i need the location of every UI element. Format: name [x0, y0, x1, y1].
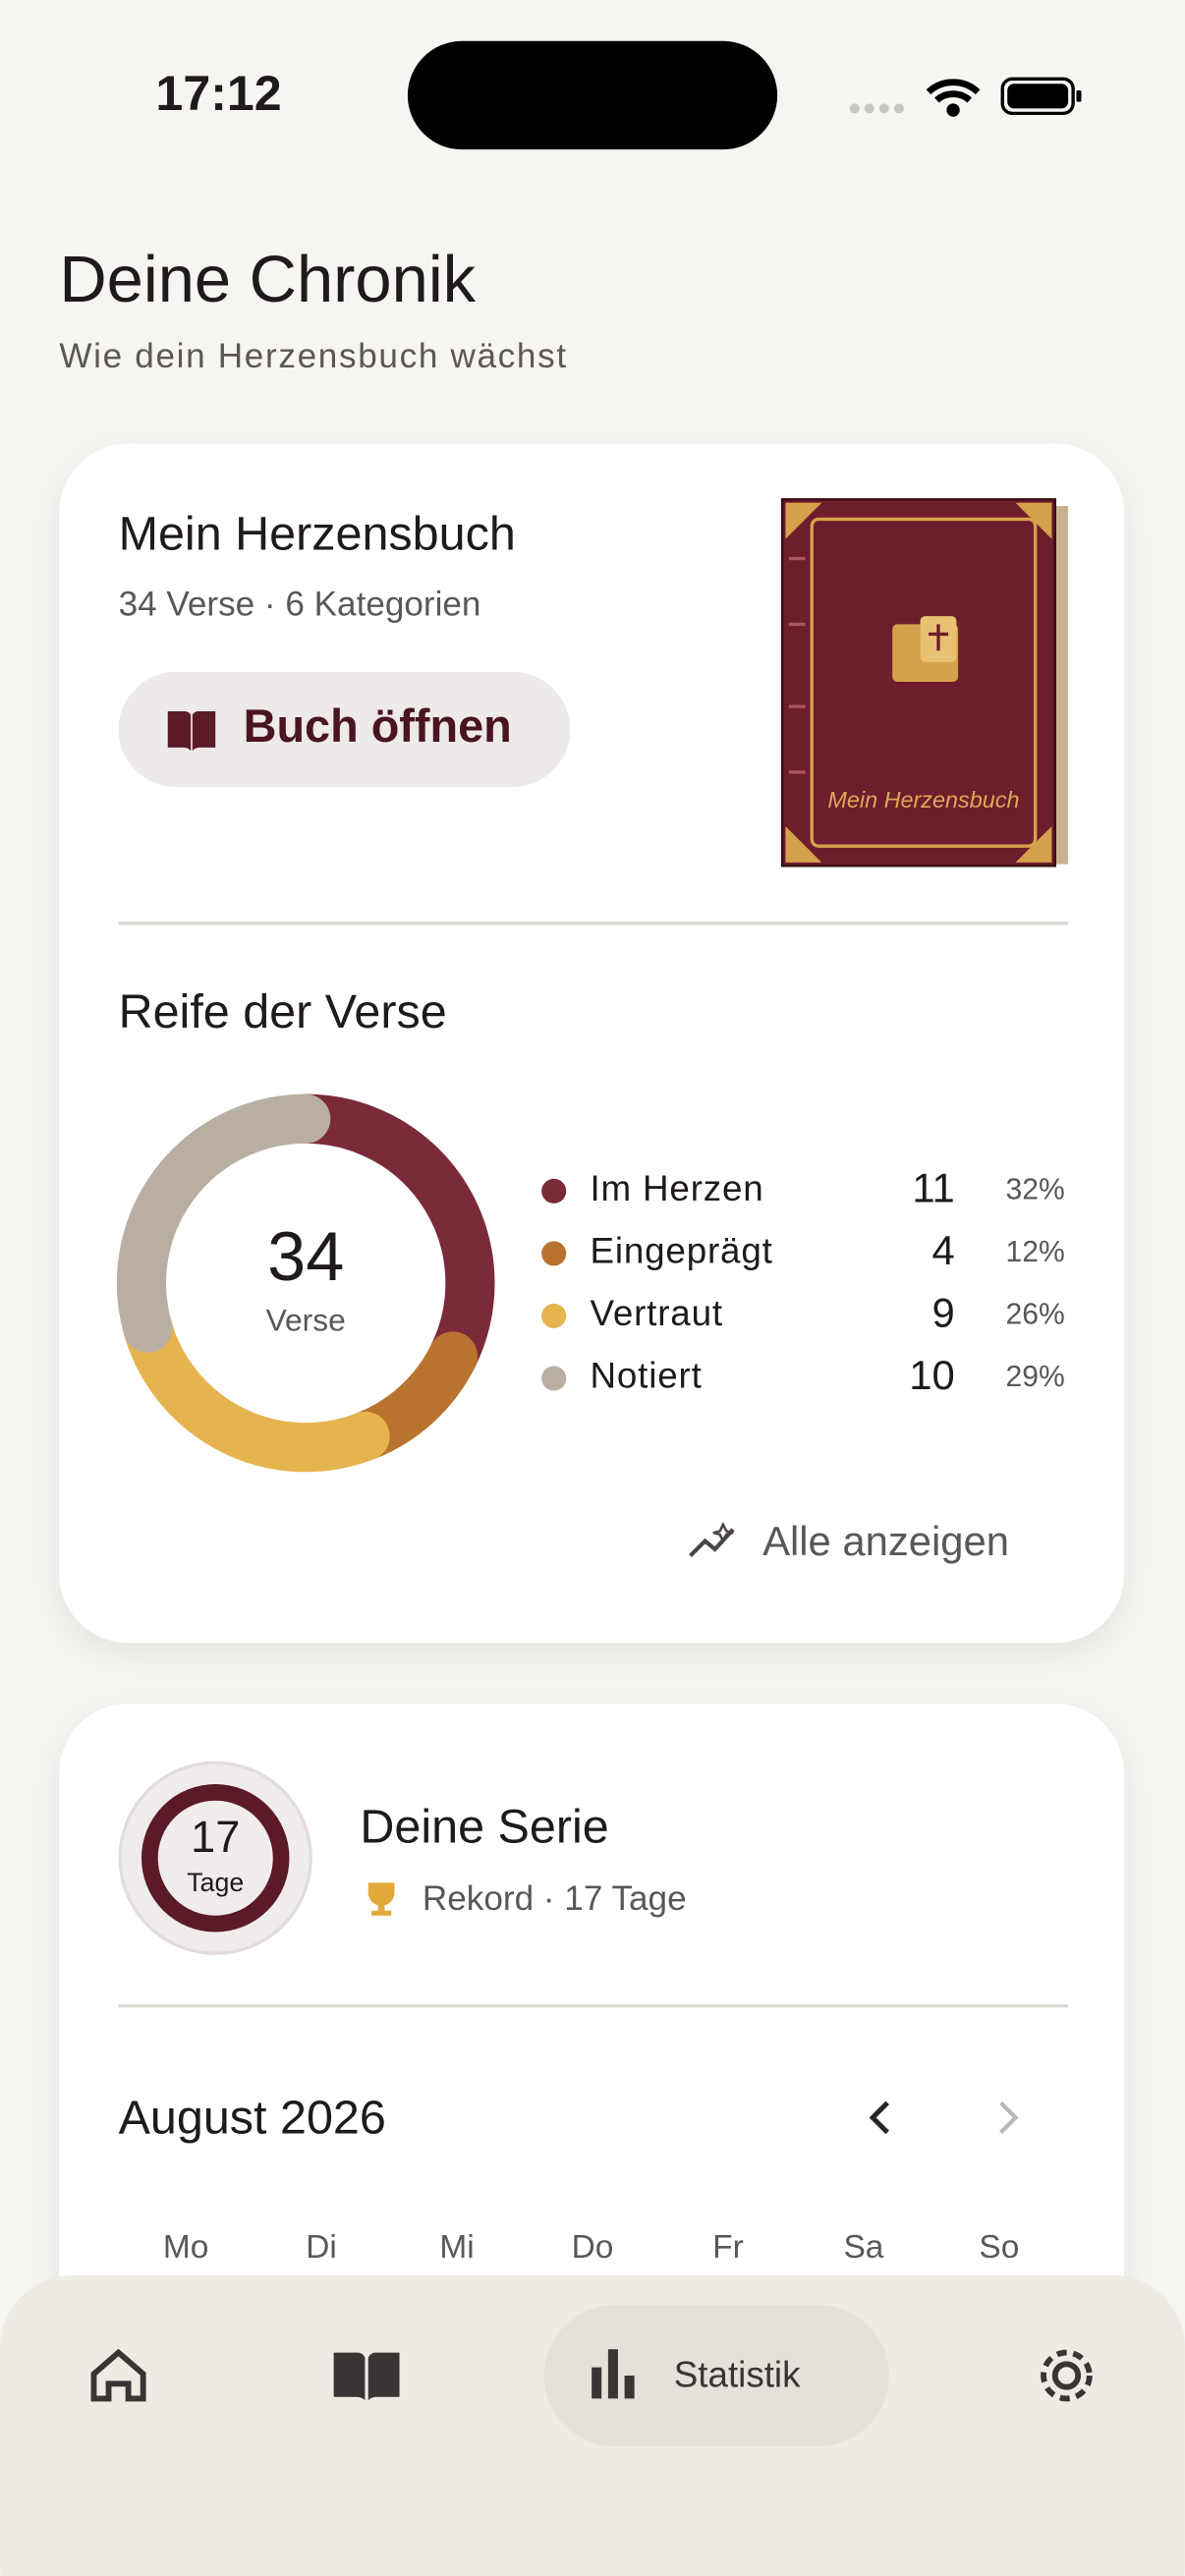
- legend: Im Herzen 11 32% Eingeprägt 4 12% Vertraut 9 26%…: [541, 1164, 1065, 1398]
- streak-record: Rekord · 17 Tage: [423, 1879, 687, 1918]
- weekday-label: Do: [572, 2229, 614, 2266]
- legend-name: Vertraut: [590, 1293, 722, 1333]
- nav-settings[interactable]: [1041, 2349, 1093, 2402]
- legend-dot: [541, 1241, 567, 1266]
- donut-total-label: Verse: [266, 1303, 346, 1338]
- legend-name: Eingeprägt: [590, 1231, 772, 1271]
- stats-icon: [592, 2349, 635, 2399]
- donut-segment: [123, 1303, 390, 1473]
- signal: [849, 103, 904, 114]
- donut-chart: [116, 1093, 495, 1473]
- sparkle-icon: [689, 1521, 735, 1558]
- legend-count: 4: [931, 1227, 954, 1273]
- donut-total: 34: [267, 1217, 344, 1295]
- battery: [1000, 77, 1082, 116]
- calendar-month: August 2026: [119, 2092, 386, 2145]
- legend-name: Im Herzen: [590, 1168, 763, 1208]
- nav-book[interactable]: [333, 2352, 400, 2401]
- legend-dot: [541, 1303, 567, 1328]
- wifi: [926, 79, 981, 117]
- streak-title: Deine Serie: [360, 1801, 608, 1854]
- weekday-label: Sa: [843, 2229, 883, 2266]
- weekday-label: Mi: [439, 2229, 474, 2266]
- cover-title: Mein Herzensbuch: [827, 787, 1019, 812]
- legend-count: 11: [912, 1164, 954, 1210]
- legend-name: Notiert: [590, 1356, 702, 1396]
- prev-month[interactable]: [869, 2100, 889, 2135]
- donut-segment: [116, 1093, 331, 1353]
- page-subtitle: Wie dein Herzensbuch wächst: [59, 337, 567, 375]
- streak-ring: [141, 1784, 290, 1932]
- weekday-label: Mo: [163, 2229, 208, 2266]
- legend-dot: [541, 1178, 567, 1204]
- book-title: Mein Herzensbuch: [119, 508, 516, 561]
- open-book-label[interactable]: Buch öffnen: [244, 700, 512, 752]
- nav-stats[interactable]: [543, 2305, 889, 2446]
- legend-percent: 26%: [1006, 1298, 1065, 1330]
- legend-dot: [541, 1366, 567, 1391]
- streak-days-label: Tage: [187, 1868, 244, 1897]
- weekday-label: Di: [306, 2229, 337, 2266]
- dynamic-island: [407, 40, 778, 150]
- legend-percent: 12%: [1006, 1236, 1065, 1268]
- legend-percent: 32%: [1006, 1173, 1065, 1205]
- show-all-link[interactable]: Alle anzeigen: [762, 1518, 1009, 1564]
- maturity-title: Reife der Verse: [119, 985, 447, 1038]
- open-book-button[interactable]: [118, 671, 571, 787]
- weekday-label: So: [979, 2229, 1019, 2266]
- book-cover: Mein Herzensbuch: [780, 498, 1069, 868]
- trophy-icon: [367, 1882, 395, 1916]
- legend-count: 9: [931, 1289, 954, 1335]
- weekday-label: Fr: [712, 2229, 744, 2266]
- legend-count: 10: [909, 1352, 955, 1398]
- streak-days: 17: [191, 1812, 240, 1862]
- donut-segment: [281, 1093, 495, 1381]
- nav-home[interactable]: [90, 2348, 146, 2402]
- page-title: Deine Chronik: [59, 243, 476, 316]
- legend-percent: 29%: [1006, 1361, 1065, 1393]
- weekdays: Mo Di Mi Do Fr Sa So: [163, 2229, 1019, 2266]
- nav-stats-label[interactable]: Statistik: [674, 2354, 801, 2394]
- book-icon: [167, 711, 216, 752]
- next-month[interactable]: [999, 2100, 1019, 2134]
- book-meta: 34 Verse · 6 Kategorien: [119, 585, 481, 623]
- status-time: 17:12: [155, 66, 281, 121]
